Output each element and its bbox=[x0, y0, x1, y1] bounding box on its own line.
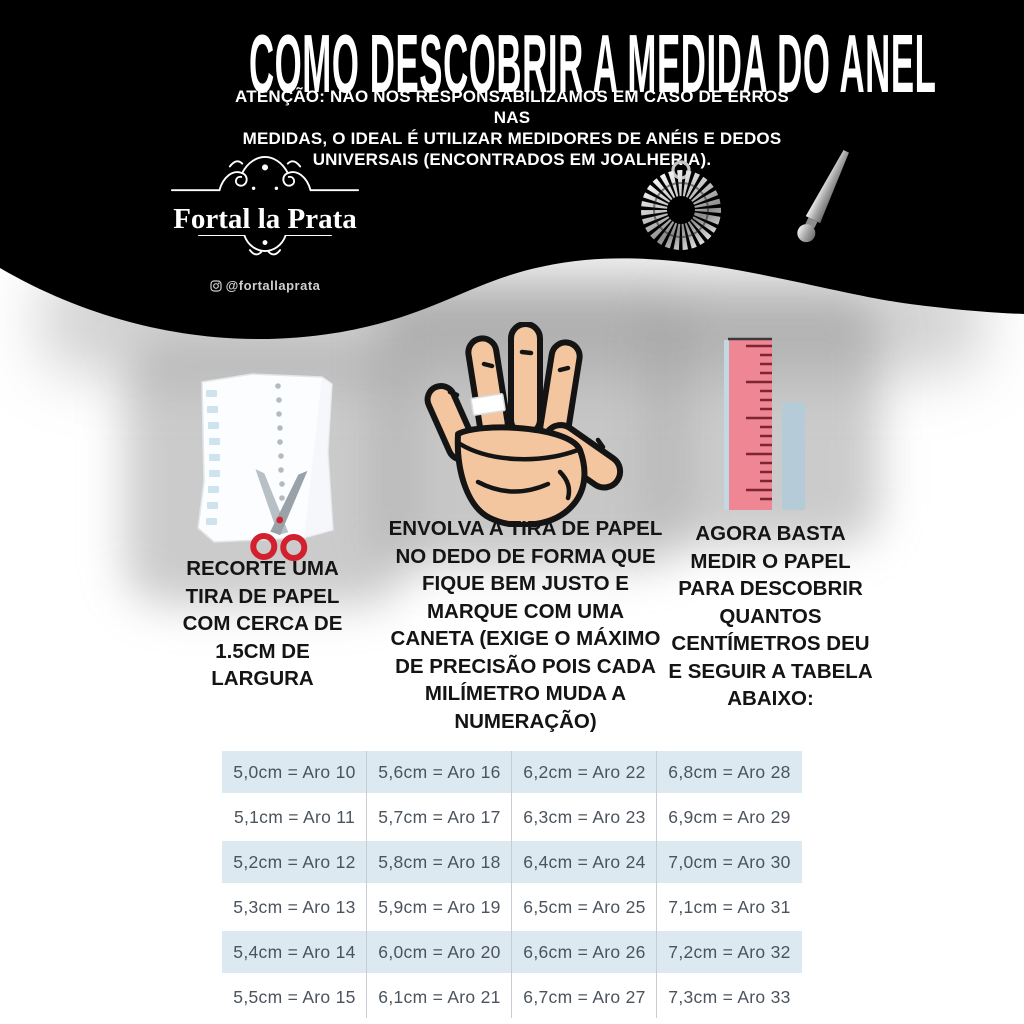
table-cell: 5,9cm = Aro 19 bbox=[367, 886, 512, 928]
step3-line: E SEGUIR A TABELA bbox=[668, 659, 873, 683]
step2-line: FIQUE BEM JUSTO E bbox=[422, 572, 629, 595]
step2-line: MILÍMETRO MUDA A bbox=[424, 682, 627, 705]
table-row: 5,1cm = Aro 11 5,7cm = Aro 17 6,3cm = Aro … bbox=[222, 796, 802, 838]
brand-handle: @fortallaprata bbox=[170, 278, 360, 293]
table-cell: 5,8cm = Aro 18 bbox=[367, 841, 512, 883]
step2-line: MARQUE COM UMA bbox=[426, 599, 624, 623]
table-cell: 6,2cm = Aro 22 bbox=[512, 751, 657, 793]
table-cell: 7,0cm = Aro 30 bbox=[657, 841, 802, 883]
step2-line: NUMERAÇÃO) bbox=[454, 709, 597, 733]
step3-line: CENTÍMETROS DEU bbox=[671, 632, 870, 655]
step1-line: TIRA DE PAPEL bbox=[185, 584, 340, 608]
ornamental-flourish-top-icon bbox=[170, 155, 360, 192]
table-cell: 6,7cm = Aro 27 bbox=[512, 976, 657, 1018]
table-cell: 6,8cm = Aro 28 bbox=[657, 751, 802, 793]
table-row: 5,2cm = Aro 12 5,8cm = Aro 18 6,4cm = Aro … bbox=[222, 841, 802, 883]
table-cell: 5,6cm = Aro 16 bbox=[367, 751, 512, 793]
step2-line: ENVOLVA A TIRA DE PAPEL bbox=[388, 517, 663, 540]
step2-line: CANETA (EXIGE O MÁXIMO bbox=[390, 627, 661, 650]
step3-line: ABAIXO: bbox=[727, 687, 814, 710]
step1-line: RECORTE UMA bbox=[186, 557, 339, 580]
table-cell: 6,0cm = Aro 20 bbox=[367, 931, 512, 973]
table-cell: 7,3cm = Aro 33 bbox=[657, 976, 802, 1018]
step2-text: ENVOLVA A TIRA DE PAPEL NO DEDO DE FORMA … bbox=[378, 515, 673, 735]
table-cell: 7,2cm = Aro 32 bbox=[657, 931, 802, 973]
step3-line: AGORA BASTA bbox=[695, 522, 846, 545]
warning-line: ATENÇÃO: NÃO NOS RESPONSABILIZAMOS EM CA… bbox=[235, 87, 789, 127]
step3-line: MEDIR O PAPEL bbox=[690, 549, 851, 573]
ring-mandrel-icon bbox=[797, 150, 849, 243]
table-cell: 6,6cm = Aro 26 bbox=[512, 931, 657, 973]
step3-line: QUANTOS bbox=[719, 604, 822, 628]
table-cell: 6,3cm = Aro 23 bbox=[512, 796, 657, 838]
step2-line: NO DEDO DE FORMA QUE bbox=[395, 544, 656, 568]
step1-line: COM CERCA DE bbox=[182, 612, 343, 635]
brand-logo: Fortal la Prata @fortallaprata bbox=[170, 152, 360, 293]
page-title: COMO DESCOBRIR A MEDIDA DO ANEL bbox=[248, 17, 937, 110]
brand-handle-text: @fortallaprata bbox=[225, 278, 321, 293]
warning-line: UNIVERSAIS (ENCONTRADOS EM JOALHERIA). bbox=[312, 150, 712, 169]
table-cell: 5,4cm = Aro 14 bbox=[222, 931, 367, 973]
table-row: 5,5cm = Aro 15 6,1cm = Aro 21 6,7cm = Aro … bbox=[222, 976, 802, 1018]
table-cell: 6,9cm = Aro 29 bbox=[657, 796, 802, 838]
table-cell: 5,1cm = Aro 11 bbox=[222, 796, 367, 838]
table-row: 5,0cm = Aro 10 5,6cm = Aro 16 6,2cm = Aro … bbox=[222, 751, 802, 793]
table-column-divider bbox=[511, 751, 512, 1018]
table-cell: 6,4cm = Aro 24 bbox=[512, 841, 657, 883]
table-cell: 5,3cm = Aro 13 bbox=[222, 886, 367, 928]
table-column-divider bbox=[366, 751, 367, 1018]
step2-line: DE PRECISÃO POIS CADA bbox=[395, 654, 656, 678]
table-cell: 5,0cm = Aro 10 bbox=[222, 751, 367, 793]
size-conversion-table: 5,0cm = Aro 10 5,6cm = Aro 16 6,2cm = Aro … bbox=[222, 751, 802, 1021]
table-column-divider bbox=[656, 751, 657, 1018]
step3-text: AGORA BASTA MEDIR O PAPEL PARA DESCOBRIR QU… bbox=[658, 520, 883, 713]
step1-text: RECORTE UMA TIRA DE PAPEL COM CERCA DE 1.5C… bbox=[140, 555, 385, 693]
hand-with-paper-strip-icon bbox=[424, 322, 624, 527]
step1-line: 1.5CM DE bbox=[215, 639, 310, 663]
table-cell: 5,5cm = Aro 15 bbox=[222, 976, 367, 1018]
table-row: 5,3cm = Aro 13 5,9cm = Aro 19 6,5cm = Aro … bbox=[222, 886, 802, 928]
paper-strip-scissors-icon bbox=[197, 373, 334, 562]
table-cell: 5,2cm = Aro 12 bbox=[222, 841, 367, 883]
warning-text: ATENÇÃO: NÃO NOS RESPONSABILIZAMOS EM CA… bbox=[232, 86, 792, 170]
step1-line: LARGURA bbox=[211, 667, 314, 690]
table-cell: 7,1cm = Aro 31 bbox=[657, 886, 802, 928]
table-cell: 6,1cm = Aro 21 bbox=[367, 976, 512, 1018]
table-cell: 5,7cm = Aro 17 bbox=[367, 796, 512, 838]
instagram-icon bbox=[209, 279, 222, 292]
ring-sizer-gauge-icon bbox=[641, 160, 721, 250]
step3-line: PARA DESCOBRIR bbox=[678, 577, 863, 600]
paper-strip-on-finger bbox=[470, 393, 506, 416]
warning-line: MEDIDAS, O IDEAL É UTILIZAR MEDIDORES DE… bbox=[242, 129, 782, 148]
brand-name: Fortal la Prata bbox=[173, 203, 357, 235]
table-row: 5,4cm = Aro 14 6,0cm = Aro 20 6,6cm = Aro … bbox=[222, 931, 802, 973]
ornamental-flourish-bottom-icon bbox=[197, 231, 333, 256]
table-cell: 6,5cm = Aro 25 bbox=[512, 886, 657, 928]
ruler-with-paper-strip-icon bbox=[724, 337, 805, 510]
